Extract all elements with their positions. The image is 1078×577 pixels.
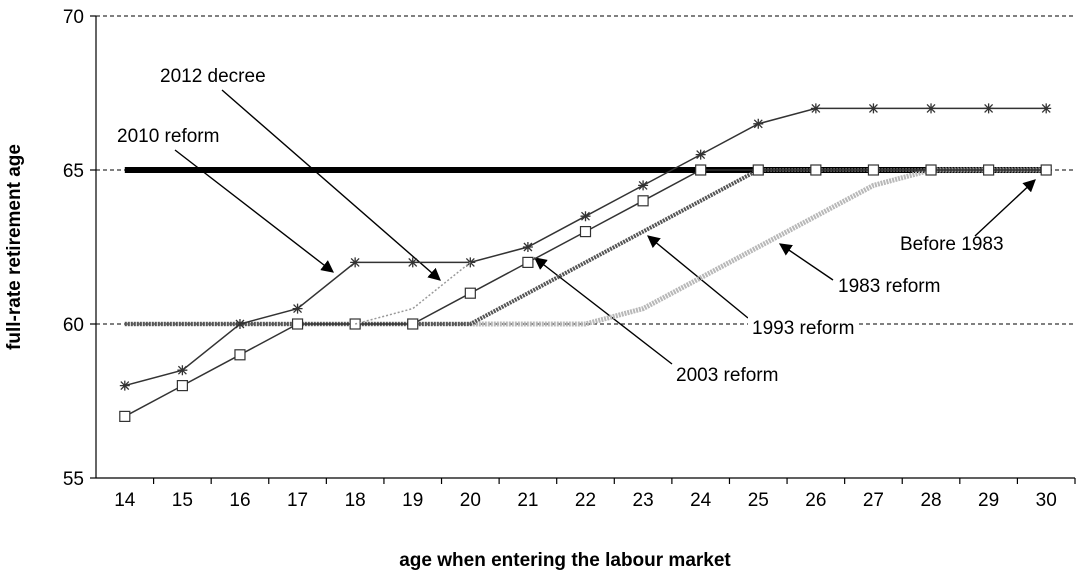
y-tick-label: 55 [63, 469, 84, 490]
x-tick-label: 20 [460, 490, 481, 511]
series-label: 1983 reform [838, 276, 940, 297]
point-star [638, 180, 649, 191]
label-background [748, 317, 859, 340]
point-square [119, 410, 131, 422]
point-square [464, 287, 476, 299]
label-background [834, 275, 945, 298]
point-star [465, 257, 476, 268]
series-line [354, 261, 471, 325]
point-star [292, 303, 303, 314]
x-tick-label: 25 [748, 490, 769, 511]
point-star [177, 365, 188, 376]
point-square [1040, 164, 1052, 176]
arrow [221, 89, 441, 281]
point-square [579, 226, 592, 238]
point-square [637, 195, 649, 207]
series-label: 2010 reform [117, 126, 219, 147]
x-tick-label: 24 [690, 490, 712, 511]
series-line [124, 168, 1047, 326]
point-square [291, 318, 304, 330]
x-tick-label: 19 [402, 490, 423, 511]
point-square [176, 380, 188, 392]
y-tick-label: 65 [63, 161, 84, 182]
point-star [695, 149, 706, 160]
arrow [534, 257, 673, 365]
point-square [752, 164, 764, 176]
point-star [926, 103, 937, 114]
x-tick-label: 22 [575, 490, 596, 511]
x-tick-label: 15 [172, 490, 193, 511]
point-star [1041, 103, 1052, 114]
label-background [672, 364, 783, 387]
point-star [868, 103, 879, 114]
x-tick-label: 30 [1036, 490, 1057, 511]
x-tick-label: 17 [287, 490, 308, 511]
arrow [974, 179, 1036, 237]
series-label: Before 1983 [900, 234, 1004, 255]
point-square [810, 164, 822, 176]
point-star [522, 242, 533, 252]
point-square [522, 256, 534, 268]
x-tick-label: 21 [517, 490, 538, 511]
point-star [580, 211, 591, 222]
point-square [695, 164, 707, 176]
series-label: 2012 decree [160, 66, 266, 87]
point-star [234, 319, 245, 329]
x-tick-label: 27 [863, 490, 884, 511]
point-square [925, 164, 937, 176]
x-tick-label: 23 [633, 490, 654, 511]
point-square [234, 349, 246, 361]
x-tick-label: 16 [229, 490, 250, 511]
point-star [983, 103, 994, 114]
x-tick-label: 26 [805, 490, 826, 511]
y-axis-title: full-rate retirement age [4, 144, 25, 350]
y-tick-label: 60 [63, 315, 84, 336]
x-tick-label: 18 [345, 490, 366, 511]
point-square [867, 164, 880, 176]
point-square [407, 318, 419, 330]
x-tick-label: 14 [114, 490, 136, 511]
arrows [174, 89, 1036, 365]
point-star [350, 257, 361, 268]
x-tick-label: 29 [978, 490, 999, 511]
point-star [753, 118, 764, 129]
point-star [810, 103, 821, 114]
x-axis-title: age when entering the labour market [399, 550, 731, 571]
arrow [778, 243, 834, 281]
x-tick-label: 28 [920, 490, 941, 511]
series-label: 1993 reform [752, 318, 854, 339]
point-star [407, 257, 418, 268]
point-square [983, 164, 995, 176]
point-star [119, 380, 130, 391]
series-label: 2003 reform [676, 365, 778, 386]
y-tick-label: 70 [63, 7, 84, 28]
